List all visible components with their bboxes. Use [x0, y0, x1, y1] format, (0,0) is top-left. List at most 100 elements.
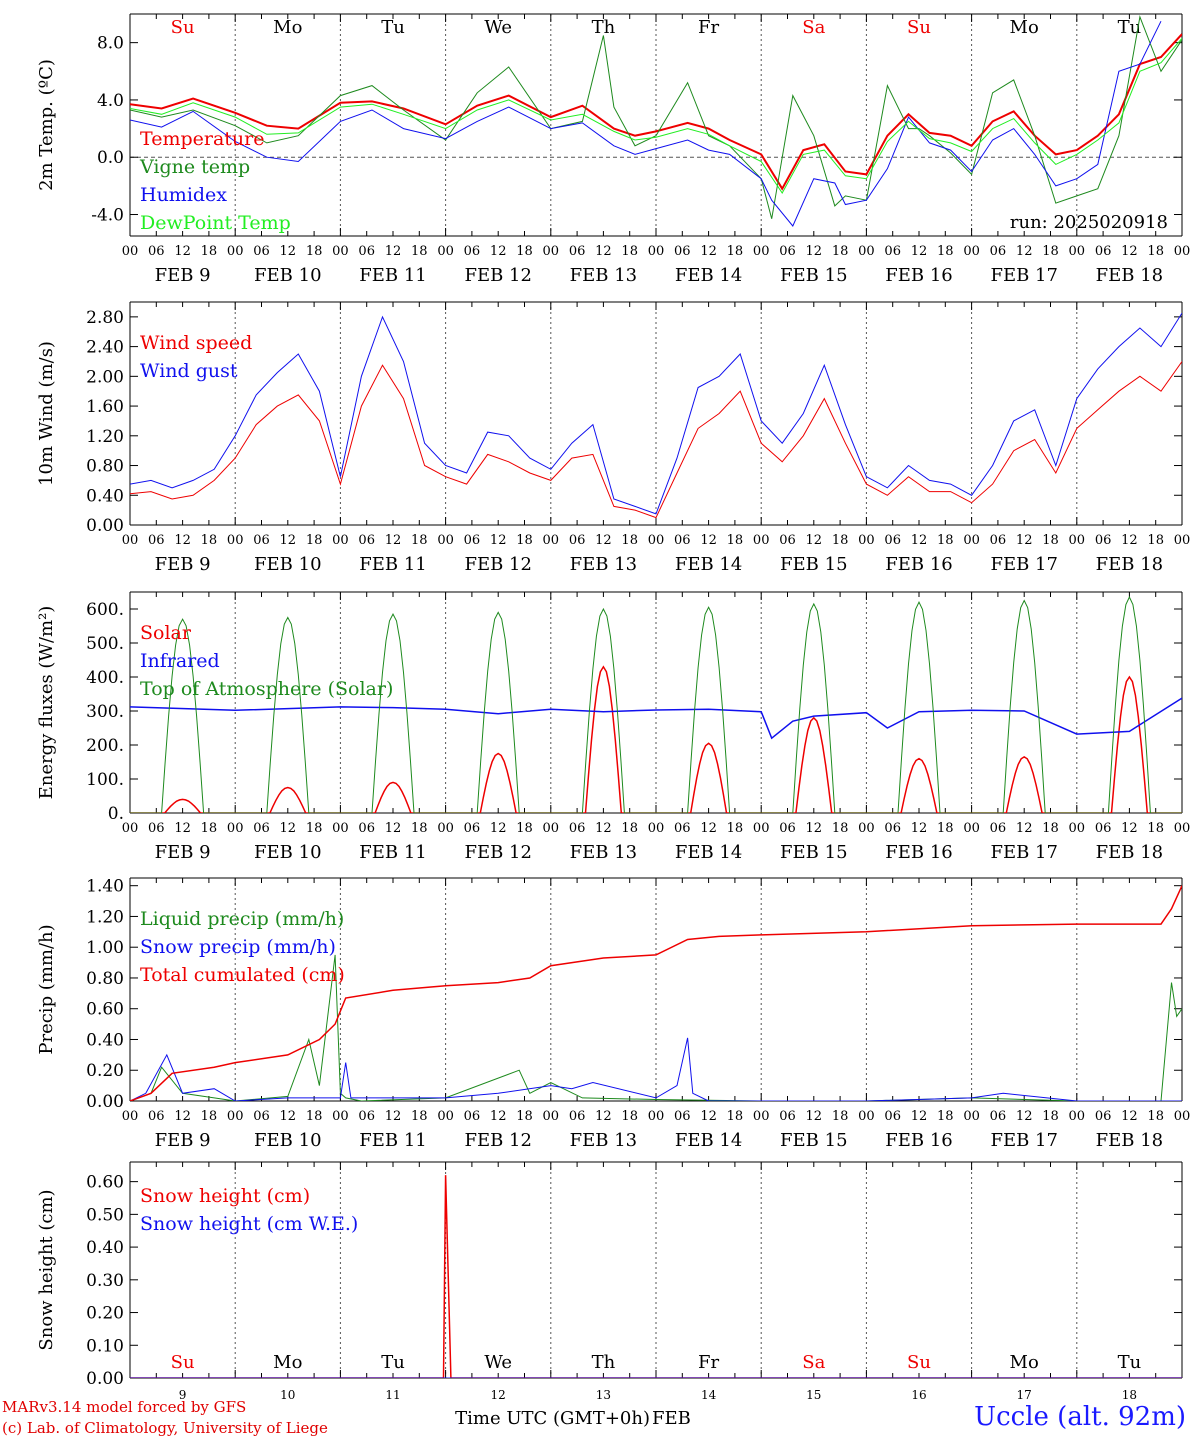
lab-credit: (c) Lab. of Climatology, University of L…: [2, 1419, 328, 1437]
y-tick-label: 400.: [86, 668, 124, 688]
y-tick-label: 0.20: [86, 1061, 124, 1081]
hour-tick-label: 18: [832, 533, 849, 548]
hour-tick-label: 18: [832, 821, 849, 836]
hour-tick-label: 06: [674, 821, 691, 836]
series-line: [130, 33, 1182, 191]
run-label: run: 2025020918: [1010, 212, 1168, 233]
date-label: FEB 16: [885, 842, 952, 863]
hour-tick-label: 00: [122, 821, 139, 836]
hour-tick-label: 12: [806, 1109, 823, 1124]
weekday-label: Su: [171, 1352, 195, 1373]
y-tick-label: 0.20: [86, 1304, 124, 1324]
hour-tick-label: 12: [595, 244, 612, 259]
hour-tick-label: 12: [700, 821, 717, 836]
day-number-label: 11: [385, 1388, 400, 1402]
hour-tick-label: 00: [227, 533, 244, 548]
date-label: FEB 12: [464, 554, 531, 575]
weekday-label: Su: [907, 17, 931, 38]
y-tick-label: 1.00: [86, 938, 124, 958]
date-label: FEB 14: [675, 842, 742, 863]
hour-tick-label: 12: [1016, 821, 1033, 836]
hour-tick-label: 06: [148, 244, 165, 259]
hour-tick-label: 00: [858, 244, 875, 259]
y-tick-label: 0.80: [86, 457, 124, 477]
hour-tick-label: 18: [621, 821, 638, 836]
hour-tick-label: 06: [1095, 533, 1112, 548]
y-tick-label: 0.0: [97, 148, 124, 168]
hour-tick-label: 06: [1095, 244, 1112, 259]
hour-tick-label: 18: [516, 821, 533, 836]
hour-tick-label: 18: [411, 533, 428, 548]
hour-tick-label: 00: [332, 533, 349, 548]
hour-tick-label: 06: [464, 821, 481, 836]
hour-tick-label: 06: [674, 533, 691, 548]
hour-tick-label: 12: [490, 244, 507, 259]
x-axis-title: Time UTC (GMT+0h): [455, 1408, 650, 1429]
hour-tick-label: 12: [280, 821, 297, 836]
hour-tick-label: 00: [437, 244, 454, 259]
hour-tick-label: 06: [569, 821, 586, 836]
hour-tick-label: 12: [1121, 533, 1138, 548]
hour-tick-label: 12: [1016, 1109, 1033, 1124]
hour-tick-label: 12: [385, 821, 402, 836]
series-line: [130, 15, 1182, 219]
date-label: FEB 17: [990, 265, 1057, 286]
hour-tick-label: 00: [648, 533, 665, 548]
hour-tick-label: 06: [779, 821, 796, 836]
hour-tick-label: 06: [990, 821, 1007, 836]
y-tick-label: 0.40: [86, 1030, 124, 1050]
hour-tick-label: 12: [595, 821, 612, 836]
date-label: FEB 13: [570, 265, 637, 286]
date-label: FEB 15: [780, 842, 847, 863]
date-label: FEB 17: [990, 1130, 1057, 1151]
y-tick-label: 0.60: [86, 1173, 124, 1193]
legend-entry: Wind gust: [140, 360, 238, 382]
hour-tick-label: 00: [122, 533, 139, 548]
hour-tick-label: 18: [1042, 244, 1059, 259]
hour-tick-label: 00: [543, 533, 560, 548]
hour-tick-label: 06: [358, 1109, 375, 1124]
hour-tick-label: 12: [385, 1109, 402, 1124]
y-tick-label: 2.80: [86, 308, 124, 328]
hour-tick-label: 00: [858, 1109, 875, 1124]
y-tick-label: 1.60: [86, 397, 124, 417]
hour-tick-label: 18: [1147, 244, 1164, 259]
hour-tick-label: 18: [1147, 1109, 1164, 1124]
day-number-label: 17: [1017, 1388, 1032, 1402]
day-number-label: 15: [806, 1388, 821, 1402]
hour-tick-label: 18: [411, 244, 428, 259]
day-number-label: 14: [701, 1388, 717, 1402]
y-tick-label: 600.: [86, 600, 124, 620]
hour-tick-label: 18: [201, 821, 218, 836]
date-label: FEB 11: [359, 554, 426, 575]
date-label: FEB 10: [254, 1130, 321, 1151]
y-tick-label: 0.00: [86, 1369, 124, 1389]
hour-tick-label: 00: [963, 533, 980, 548]
y-axis-title: Snow height (cm): [36, 1189, 57, 1350]
date-label: FEB 16: [885, 265, 952, 286]
y-tick-label: 1.40: [86, 877, 124, 897]
hour-tick-label: 06: [1095, 1109, 1112, 1124]
hour-tick-label: 06: [884, 244, 901, 259]
series-line: [130, 361, 1182, 519]
date-label: FEB 18: [1096, 1130, 1163, 1151]
legend-entry: Snow precip (mm/h): [140, 936, 336, 958]
date-label: FEB 9: [155, 842, 211, 863]
weekday-label: Sa: [802, 17, 825, 38]
hour-tick-label: 12: [1121, 821, 1138, 836]
hour-tick-label: 12: [911, 244, 928, 259]
hour-tick-label: 00: [753, 244, 770, 259]
weekday-label: Mo: [1010, 1352, 1039, 1373]
day-number-label: 10: [280, 1388, 295, 1402]
hour-tick-label: 00: [648, 1109, 665, 1124]
hour-tick-label: 00: [753, 1109, 770, 1124]
y-tick-label: 0.00: [86, 1092, 124, 1112]
weekday-label: Tu: [1118, 17, 1142, 38]
y-tick-label: 0.60: [86, 1000, 124, 1020]
day-number-label: 9: [179, 1388, 187, 1402]
hour-tick-label: 12: [911, 1109, 928, 1124]
date-label: FEB 14: [675, 554, 742, 575]
y-axis-title: 2m Temp. (ºC): [36, 59, 57, 191]
series-line: [130, 37, 1182, 194]
